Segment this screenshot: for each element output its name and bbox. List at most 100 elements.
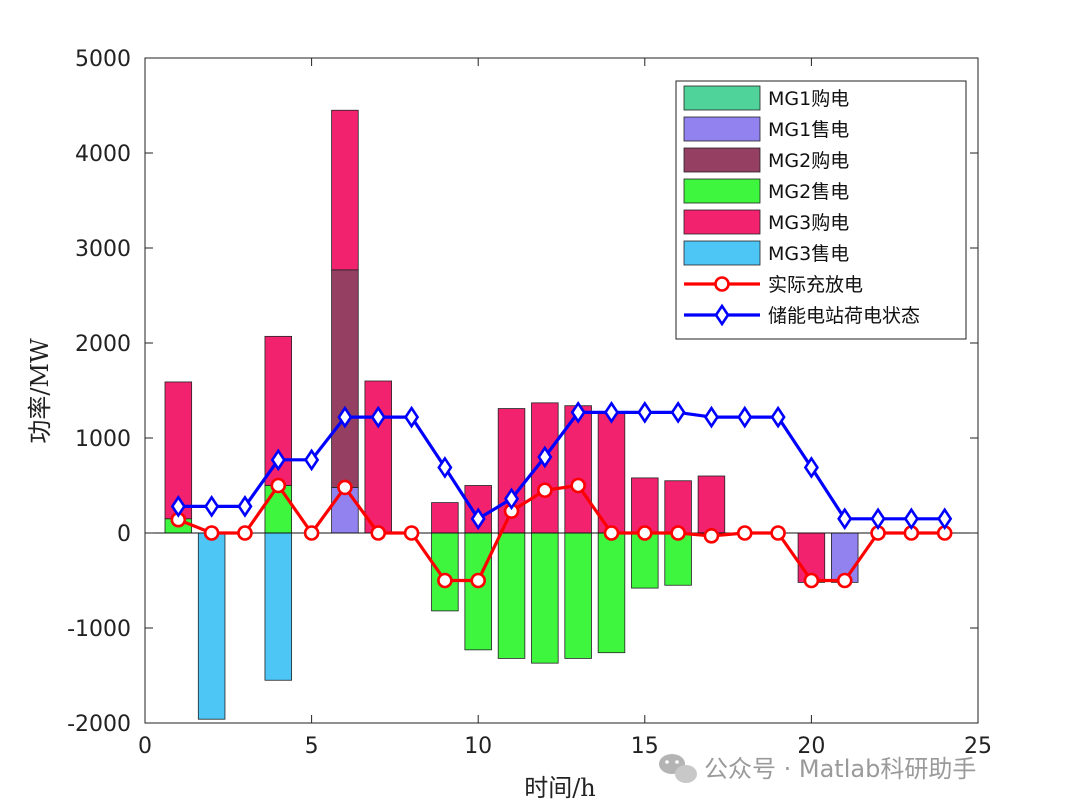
bar-series5-x14 — [597, 412, 626, 534]
marker-series1-x8 — [403, 525, 420, 541]
x-tick-label-5: 5 — [305, 734, 319, 759]
marker-series2-x11 — [503, 487, 520, 511]
marker-series1-x15 — [636, 525, 653, 541]
bar-series6-x4 — [264, 532, 293, 681]
legend-line-label-2: 储能电站荷电状态 — [768, 305, 920, 327]
legend: MG1购电 MG1售电 MG2购电 MG2售电 MG3购电 MG3售电实际充放电储能电站荷… — [675, 80, 967, 340]
marker-series2-x9 — [437, 456, 453, 479]
marker-series1-x7 — [370, 525, 387, 541]
legend-marker-2 — [714, 303, 730, 327]
x-axis-label: 时间/h — [524, 774, 596, 802]
legend-label-6: MG3售电 — [768, 243, 849, 265]
legend-swatch-4 — [683, 178, 761, 204]
marker-series2-x16 — [670, 401, 686, 424]
marker-series1-x6 — [337, 479, 353, 496]
marker-series2-x5 — [304, 448, 320, 472]
x-tick-label-25: 25 — [964, 734, 992, 759]
marker-series1-x14 — [603, 525, 620, 541]
marker-series1-x9 — [437, 572, 453, 589]
x-tick-label-0: 0 — [138, 734, 152, 759]
marker-series1-x20 — [803, 572, 820, 589]
y-tick-label-0: 0 — [117, 522, 131, 547]
y-tick-label--1000: -1000 — [67, 617, 131, 642]
marker-series2-x4 — [270, 448, 286, 472]
marker-series2-x24 — [937, 507, 953, 531]
marker-series2-x10 — [470, 507, 486, 531]
marker-series2-x23 — [903, 507, 919, 531]
bar-series5-x15 — [631, 477, 659, 534]
marker-series1-x4 — [270, 477, 287, 494]
marker-series2-x15 — [637, 401, 653, 424]
bar-series4-x16 — [664, 532, 692, 586]
x-tick-label-15: 15 — [631, 734, 659, 759]
legend-swatch-3 — [683, 147, 761, 173]
watermark: 公众号 · Matlab科研助手 — [659, 754, 976, 783]
bar-series4-x14 — [597, 532, 626, 654]
marker-series1-x5 — [303, 525, 320, 541]
bar-series5-x17 — [697, 475, 726, 534]
bar-series5-x7 — [364, 380, 392, 534]
legend-line-label-1: 实际充放电 — [768, 274, 863, 296]
legend-label-4: MG2售电 — [768, 181, 849, 203]
legend-marker-1 — [714, 276, 730, 292]
marker-series1-x21 — [836, 572, 853, 589]
bar-series3-x6 — [331, 269, 359, 488]
marker-series1-x17 — [703, 528, 720, 544]
bar-series4-x13 — [564, 532, 592, 659]
marker-series2-x21 — [837, 507, 853, 531]
marker-series1-x10 — [470, 572, 487, 589]
bar-series5-x9 — [431, 502, 459, 534]
legend-swatch-2 — [683, 116, 761, 142]
marker-series2-x2 — [204, 495, 220, 518]
line-layer — [170, 401, 953, 589]
y-tick-label-2000: 2000 — [75, 332, 131, 357]
y-tick-label-1000: 1000 — [75, 427, 131, 452]
y-tick-label-3000: 3000 — [75, 237, 131, 262]
marker-series1-x16 — [670, 525, 686, 541]
legend-label-1: MG1购电 — [768, 88, 849, 110]
bar-series4-x12 — [531, 532, 559, 664]
bar-series4-x9 — [431, 532, 459, 612]
legend-label-3: MG2购电 — [768, 150, 849, 172]
marker-series1-x12 — [537, 482, 553, 499]
marker-series1-x13 — [570, 477, 586, 494]
marker-series1-x18 — [736, 525, 753, 541]
axes-layer: 0 5 10 15 20 25 -2000 -1000 0 1000 2000 3000 4000 500… — [67, 47, 992, 759]
marker-series2-x22 — [870, 507, 886, 531]
x-tick-label-20: 20 — [797, 734, 825, 759]
legend-swatch-1 — [683, 85, 761, 111]
legend-label-5: MG3购电 — [768, 212, 849, 234]
marker-series1-x19 — [770, 525, 786, 541]
marker-series2-x17 — [703, 405, 720, 429]
marker-series2-x8 — [403, 405, 420, 429]
marker-series2-x1 — [170, 495, 186, 518]
bar-layer — [164, 109, 859, 720]
x-tick-label-10: 10 — [464, 734, 492, 759]
legend-label-2: MG1售电 — [768, 119, 849, 141]
y-axis-label: 功率/MW — [26, 338, 54, 444]
bar-series5-x16 — [664, 480, 692, 534]
bar-series4-x15 — [631, 532, 659, 589]
marker-series2-x12 — [537, 445, 553, 469]
marker-series2-x20 — [803, 456, 819, 479]
y-tick-label--2000: -2000 — [67, 712, 131, 737]
y-tick-label-4000: 4000 — [75, 142, 131, 167]
watermark-text: 公众号 · Matlab科研助手 — [704, 755, 976, 783]
bar-series4-x10 — [464, 532, 492, 651]
legend-swatch-5 — [683, 209, 761, 235]
marker-series2-x14 — [603, 401, 620, 424]
wechat-icon — [659, 754, 697, 783]
bar-series5-x6 — [331, 109, 359, 271]
marker-series2-x3 — [237, 495, 253, 518]
y-tick-label-5000: 5000 — [75, 47, 131, 72]
legend-swatch-6 — [683, 240, 761, 266]
marker-series2-x7 — [370, 405, 386, 429]
axes-frame — [144, 57, 979, 724]
marker-series2-x13 — [570, 401, 586, 424]
marker-series2-x6 — [337, 405, 353, 429]
marker-series1-x2 — [203, 525, 220, 541]
marker-series1-x3 — [237, 525, 253, 541]
bar-series6-x2 — [197, 532, 226, 720]
bar-series4-x11 — [497, 532, 526, 659]
